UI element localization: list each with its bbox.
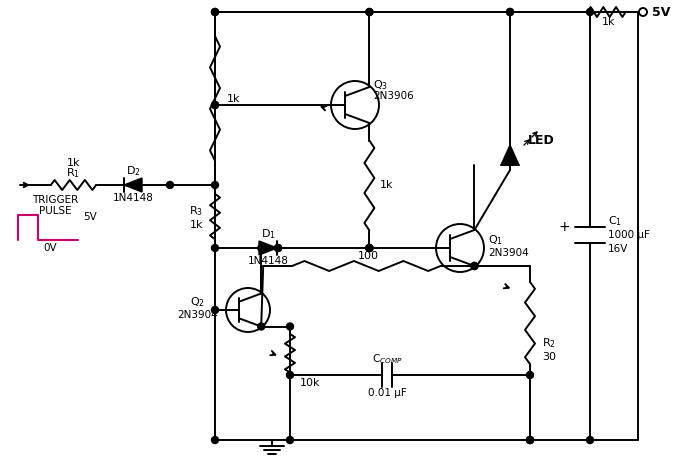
Text: 1k: 1k — [66, 158, 80, 168]
Circle shape — [211, 182, 218, 188]
Text: C$_{COMP}$: C$_{COMP}$ — [372, 352, 402, 366]
Text: 10k: 10k — [300, 378, 321, 388]
Circle shape — [211, 8, 218, 16]
Text: LED: LED — [528, 135, 554, 147]
Circle shape — [507, 8, 514, 16]
Text: 30: 30 — [542, 352, 556, 362]
Circle shape — [211, 8, 218, 16]
Text: R$_2$: R$_2$ — [542, 336, 556, 350]
Circle shape — [471, 262, 478, 270]
Circle shape — [471, 262, 478, 270]
Circle shape — [587, 8, 594, 16]
Text: R$_3$: R$_3$ — [189, 204, 203, 219]
Text: 1k: 1k — [227, 93, 241, 103]
Text: TRIGGER: TRIGGER — [32, 195, 78, 205]
Text: 16V: 16V — [608, 244, 629, 254]
Circle shape — [286, 437, 293, 444]
Text: 2N3904: 2N3904 — [178, 310, 218, 320]
Text: Q$_2$: Q$_2$ — [190, 295, 206, 309]
Text: +: + — [559, 220, 570, 234]
Polygon shape — [501, 145, 519, 165]
Circle shape — [286, 323, 293, 330]
Polygon shape — [124, 178, 142, 192]
Circle shape — [639, 8, 647, 16]
Text: 5V: 5V — [652, 6, 671, 18]
Text: 1k: 1k — [602, 17, 616, 27]
Circle shape — [211, 101, 218, 109]
Text: D$_2$: D$_2$ — [125, 164, 141, 178]
Circle shape — [167, 182, 174, 188]
Text: 5V: 5V — [83, 212, 97, 222]
Circle shape — [366, 8, 373, 16]
Circle shape — [274, 244, 281, 252]
Circle shape — [211, 437, 218, 444]
Text: D$_1$: D$_1$ — [260, 227, 276, 241]
Text: 2N3904: 2N3904 — [488, 248, 528, 258]
Text: 100: 100 — [358, 251, 379, 261]
Text: 1N4148: 1N4148 — [113, 193, 153, 203]
Circle shape — [286, 371, 293, 379]
Circle shape — [366, 244, 373, 252]
Circle shape — [366, 8, 373, 16]
Text: 2N3906: 2N3906 — [373, 91, 414, 101]
Circle shape — [526, 437, 533, 444]
Text: Q$_1$: Q$_1$ — [488, 233, 503, 247]
Text: 1k: 1k — [379, 180, 393, 191]
Text: 1k: 1k — [190, 219, 203, 229]
Text: 1N4148: 1N4148 — [248, 256, 288, 266]
Text: Q$_3$: Q$_3$ — [373, 78, 388, 92]
Circle shape — [211, 306, 218, 313]
Text: PULSE: PULSE — [38, 206, 71, 216]
Circle shape — [258, 323, 265, 330]
Text: 1000 μF: 1000 μF — [608, 230, 650, 240]
Circle shape — [211, 101, 218, 109]
Text: C$_1$: C$_1$ — [608, 214, 622, 228]
Circle shape — [366, 244, 373, 252]
Circle shape — [526, 437, 533, 444]
Circle shape — [507, 8, 514, 16]
Text: 0V: 0V — [43, 243, 57, 253]
Circle shape — [526, 371, 533, 379]
Circle shape — [366, 244, 373, 252]
Circle shape — [587, 437, 594, 444]
Circle shape — [211, 244, 218, 252]
Text: 0.01 μF: 0.01 μF — [368, 388, 407, 398]
Circle shape — [274, 244, 281, 252]
Circle shape — [258, 244, 265, 252]
Text: R$_1$: R$_1$ — [66, 166, 80, 180]
Polygon shape — [259, 241, 277, 255]
